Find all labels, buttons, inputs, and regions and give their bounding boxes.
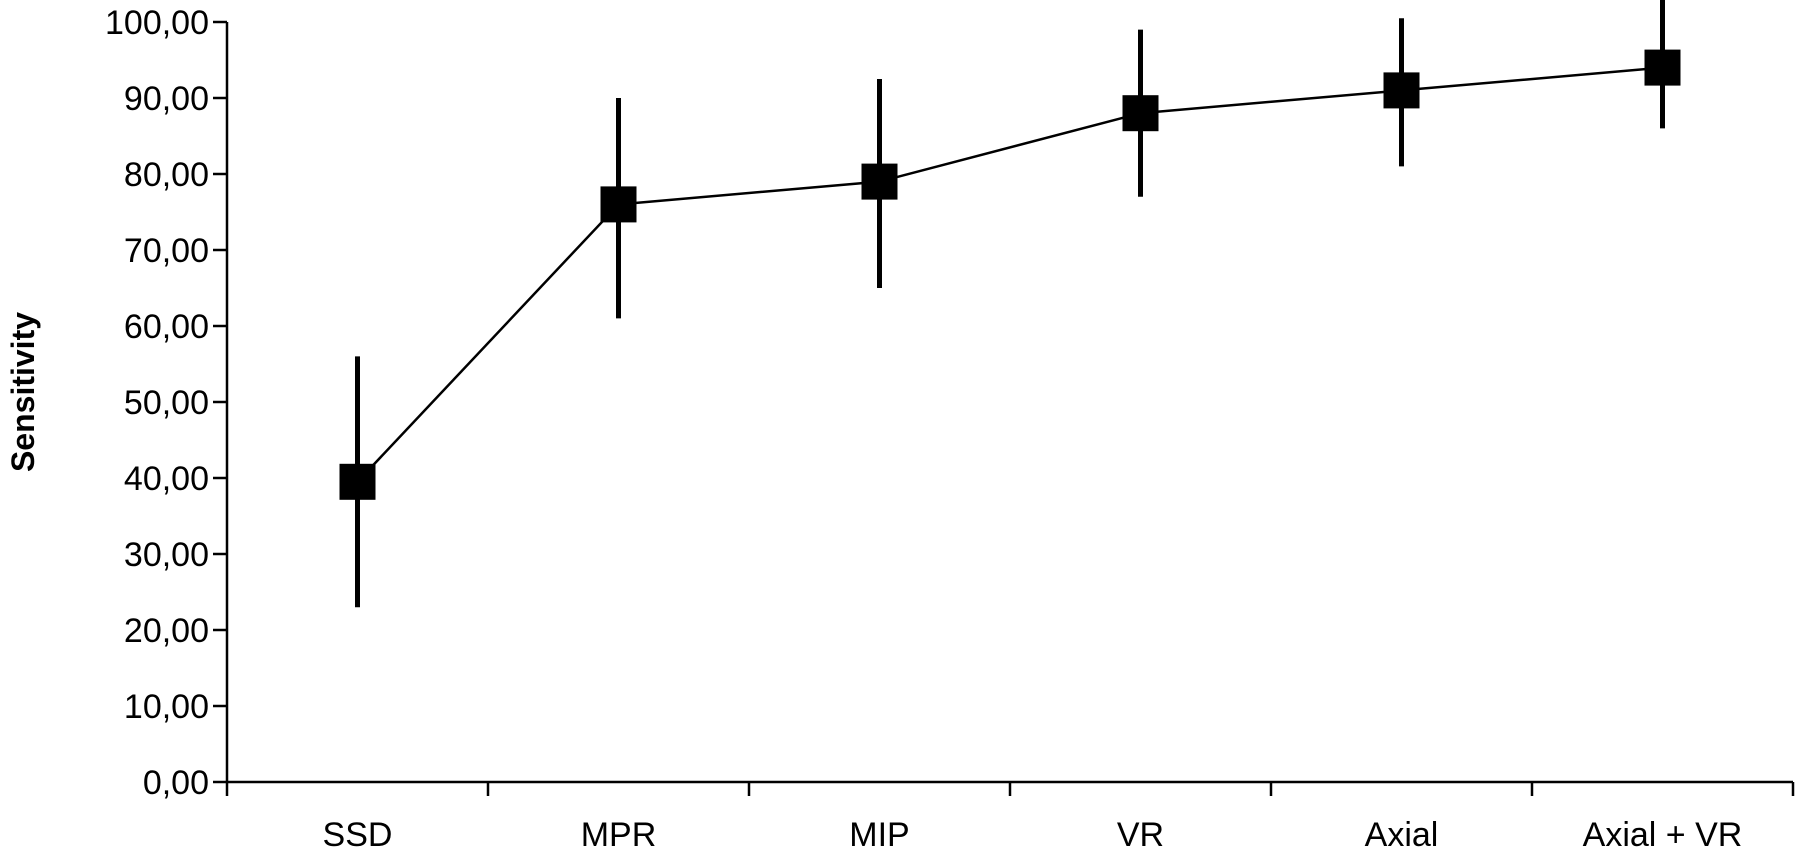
x-tick-label: MPR <box>581 816 657 854</box>
y-tick-label: 50,00 <box>124 384 209 422</box>
data-point-marker <box>600 186 637 223</box>
data-point-marker <box>861 163 898 200</box>
y-tick-label: 70,00 <box>124 232 209 270</box>
y-tick-label: 60,00 <box>124 308 209 346</box>
data-point-marker <box>1383 72 1420 109</box>
y-tick-label: 40,00 <box>124 460 209 498</box>
data-point-marker <box>1644 49 1681 86</box>
y-tick-label: 30,00 <box>124 536 209 574</box>
y-tick-label: 100,00 <box>105 4 209 42</box>
y-axis-ticks: 0,00 10,00 20,00 30,00 40,00 50,00 60,00 70,00 8… <box>105 4 227 802</box>
data-point-marker <box>339 463 376 500</box>
y-tick-label: 0,00 <box>143 764 209 802</box>
y-tick-label: 90,00 <box>124 80 209 118</box>
x-tick-label: MIP <box>849 816 909 854</box>
y-tick-label: 20,00 <box>124 612 209 650</box>
x-tick-label: Axial <box>1365 816 1439 854</box>
x-tick-label: VR <box>1117 816 1164 854</box>
series-line <box>356 66 1663 483</box>
y-tick-label: 80,00 <box>124 156 209 194</box>
x-axis-ticks: SSD MPR MIP VR Axial Axial + VR <box>225 782 1795 854</box>
y-tick-label: 10,00 <box>124 688 209 726</box>
x-tick-label: SSD <box>323 816 393 854</box>
data-point-marker <box>1122 95 1159 132</box>
y-axis-title: Sensitivity <box>5 312 41 472</box>
x-tick-label: Axial + VR <box>1583 816 1743 854</box>
series <box>339 0 1681 608</box>
